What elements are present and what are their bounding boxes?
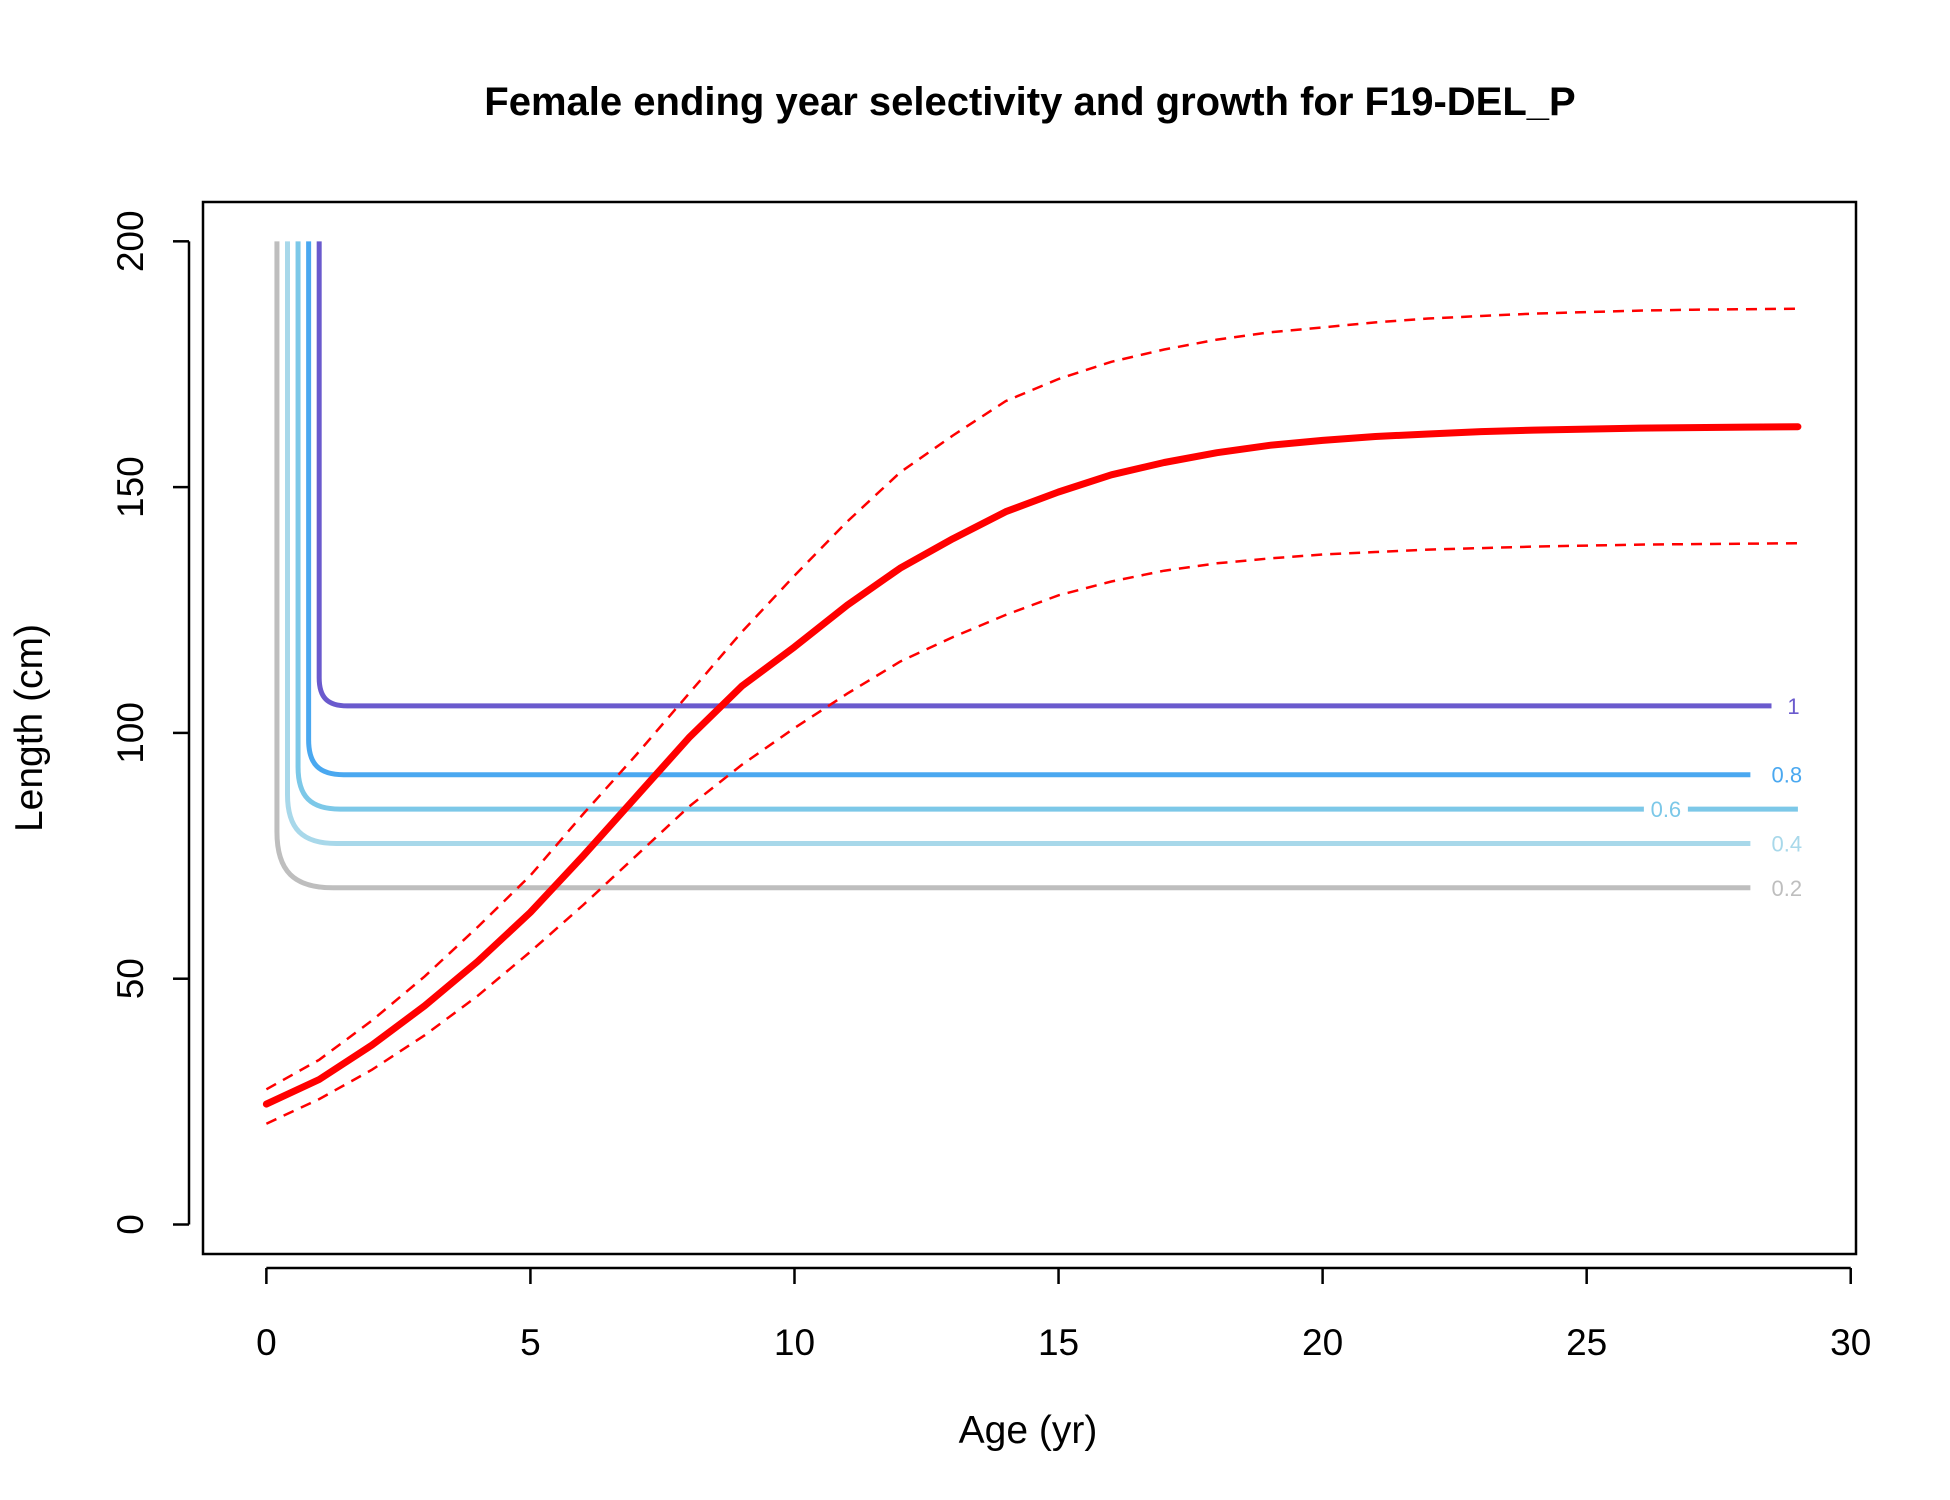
contour-label-0-6: 0.6 [1651, 797, 1682, 822]
contour-label-1: 1 [1787, 694, 1799, 719]
y-tick-label: 200 [110, 210, 151, 272]
contour-label-0-2: 0.2 [1772, 876, 1803, 901]
x-tick-label: 0 [256, 1322, 277, 1363]
chart-title: Female ending year selectivity and growt… [484, 80, 1575, 124]
y-tick-label: 50 [110, 958, 151, 999]
x-tick-label: 20 [1302, 1322, 1343, 1363]
growth-upper-bound-line [265, 307, 1798, 1091]
x-tick-label: 10 [774, 1322, 815, 1363]
contour-label-gap [1643, 795, 1688, 824]
x-axis-title: Age (yr) [959, 1409, 1098, 1452]
growth-lower-bound-line [265, 541, 1798, 1125]
contour-line-0-8 [306, 241, 1751, 778]
y-tick-label: 100 [110, 702, 151, 764]
plot-box [201, 200, 1858, 1256]
y-axis-title: Length (cm) [8, 624, 51, 832]
growth-mean-line [262, 423, 1802, 1108]
x-axis: 0 5 10 15 20 25 30 [256, 1266, 1871, 1363]
x-tick-label: 25 [1566, 1322, 1607, 1363]
x-tick-label: 15 [1038, 1322, 1079, 1363]
contour-line-0-6 [295, 241, 1798, 812]
contour-line-0-4 [284, 241, 1751, 847]
x-tick-label: 5 [520, 1322, 541, 1363]
y-tick-label: 150 [110, 456, 151, 518]
plot-area: 1 0.8 0.6 0.4 0.2 [262, 241, 1803, 1125]
contour-line-1 [316, 241, 1772, 709]
contour-label-0-4: 0.4 [1772, 832, 1803, 857]
y-axis: 0 50 100 150 200 [110, 210, 191, 1235]
contour-label-0-8: 0.8 [1772, 763, 1803, 788]
contour-line-0-2 [274, 241, 1751, 891]
y-tick-label: 0 [110, 1214, 151, 1235]
x-tick-label: 30 [1830, 1322, 1871, 1363]
